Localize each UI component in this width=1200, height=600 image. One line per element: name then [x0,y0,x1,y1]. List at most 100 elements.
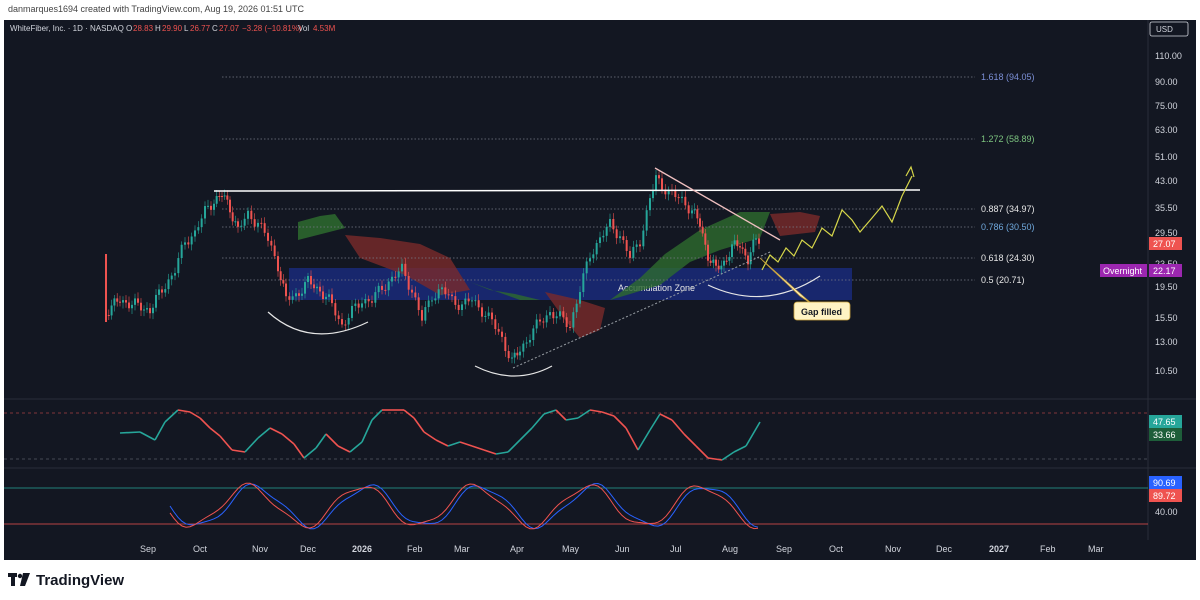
candle-body[interactable] [184,242,186,245]
candle-body[interactable] [301,293,303,296]
candle-body[interactable] [431,300,433,302]
candle-body[interactable] [622,236,625,241]
candle-body[interactable] [589,258,591,262]
candle-body[interactable] [167,279,170,290]
candle-body[interactable] [736,240,739,247]
candle-body[interactable] [625,240,628,251]
candle-body[interactable] [143,309,145,311]
candle-body[interactable] [471,300,473,302]
candle-body[interactable] [215,196,218,204]
candle-body[interactable] [226,195,229,200]
candle-body[interactable] [149,308,151,314]
candle-body[interactable] [497,329,500,332]
candle-body[interactable] [684,196,687,206]
candle-body[interactable] [344,324,347,326]
candle-body[interactable] [128,302,130,309]
candle-body[interactable] [367,298,370,302]
candle-body[interactable] [170,275,173,280]
candle-body[interactable] [282,280,285,284]
candle-body[interactable] [535,319,538,329]
candle-body[interactable] [221,196,223,198]
accumulation-zone-box[interactable] [289,268,852,300]
candle-body[interactable] [635,244,638,247]
candle-body[interactable] [218,196,221,198]
candle-body[interactable] [279,271,282,281]
candle-body[interactable] [511,357,513,359]
candle-body[interactable] [687,205,690,214]
candle-body[interactable] [210,205,212,210]
candle-body[interactable] [484,315,487,317]
candle-body[interactable] [371,301,373,303]
candle-body[interactable] [619,236,621,239]
candle-body[interactable] [325,296,327,300]
candle-body[interactable] [234,221,237,223]
candle-body[interactable] [494,319,497,330]
candle-body[interactable] [677,197,680,199]
candle-body[interactable] [612,218,615,230]
candle-body[interactable] [411,289,413,293]
candle-body[interactable] [177,258,180,274]
candle-body[interactable] [131,304,133,309]
candle-body[interactable] [501,331,503,337]
candle-body[interactable] [197,227,200,231]
candle-body[interactable] [247,210,249,219]
candle-body[interactable] [481,307,483,317]
candle-body[interactable] [629,250,631,258]
candle-body[interactable] [642,230,645,247]
brand-footer[interactable]: TradingView [8,568,124,592]
candle-body[interactable] [161,289,163,293]
candle-body[interactable] [645,210,648,231]
candle-body[interactable] [270,240,273,246]
candle-body[interactable] [599,237,601,243]
candle-body[interactable] [374,292,377,303]
candle-body[interactable] [134,298,136,305]
candle-body[interactable] [307,275,309,283]
candle-body[interactable] [334,303,337,316]
candle-body[interactable] [243,218,246,226]
candle-body[interactable] [434,298,437,301]
candle-body[interactable] [190,236,193,245]
candle-body[interactable] [207,205,209,207]
candle-body[interactable] [273,245,276,257]
time-axis[interactable]: Sep Oct Nov Dec 2026 Feb Mar Apr May Jun… [140,544,1104,554]
candle-body[interactable] [542,321,545,323]
candle-body[interactable] [725,260,728,262]
candle-body[interactable] [229,199,231,213]
ascending-support-line[interactable] [512,251,771,369]
base-arc-3[interactable] [707,275,821,298]
candle-body[interactable] [277,256,279,272]
candle-body[interactable] [605,226,608,236]
price-axis[interactable]: 110.00 90.00 75.00 63.00 51.00 43.00 35.… [1100,51,1182,376]
candle-body[interactable] [474,300,477,302]
candle-body[interactable] [394,276,397,278]
candle-body[interactable] [562,311,565,318]
candle-body[interactable] [257,222,259,227]
candle-body[interactable] [720,265,723,270]
resistance-line[interactable] [213,189,921,192]
candle-body[interactable] [464,298,467,305]
candle-body[interactable] [107,315,110,316]
candle-body[interactable] [609,218,611,227]
candle-body[interactable] [545,315,548,323]
candle-body[interactable] [487,312,490,316]
candle-body[interactable] [285,283,287,297]
candle-body[interactable] [552,312,555,319]
candle-body[interactable] [313,284,315,289]
gap-callout-box[interactable] [793,301,851,321]
candle-body[interactable] [569,327,571,329]
candle-body[interactable] [146,308,148,310]
candle-body[interactable] [592,254,595,259]
candle-body[interactable] [427,300,430,308]
candle-body[interactable] [696,209,699,219]
projection-path[interactable] [761,175,913,271]
candle-body[interactable] [451,294,453,297]
candle-body[interactable] [328,294,330,297]
candle-body[interactable] [319,286,321,292]
candle-body[interactable] [723,260,725,266]
candle-body[interactable] [461,304,463,311]
candle-body[interactable] [664,189,667,195]
candle-body[interactable] [701,226,704,234]
candle-body[interactable] [213,203,215,210]
candle-body[interactable] [424,307,427,321]
candle-body[interactable] [164,289,167,293]
